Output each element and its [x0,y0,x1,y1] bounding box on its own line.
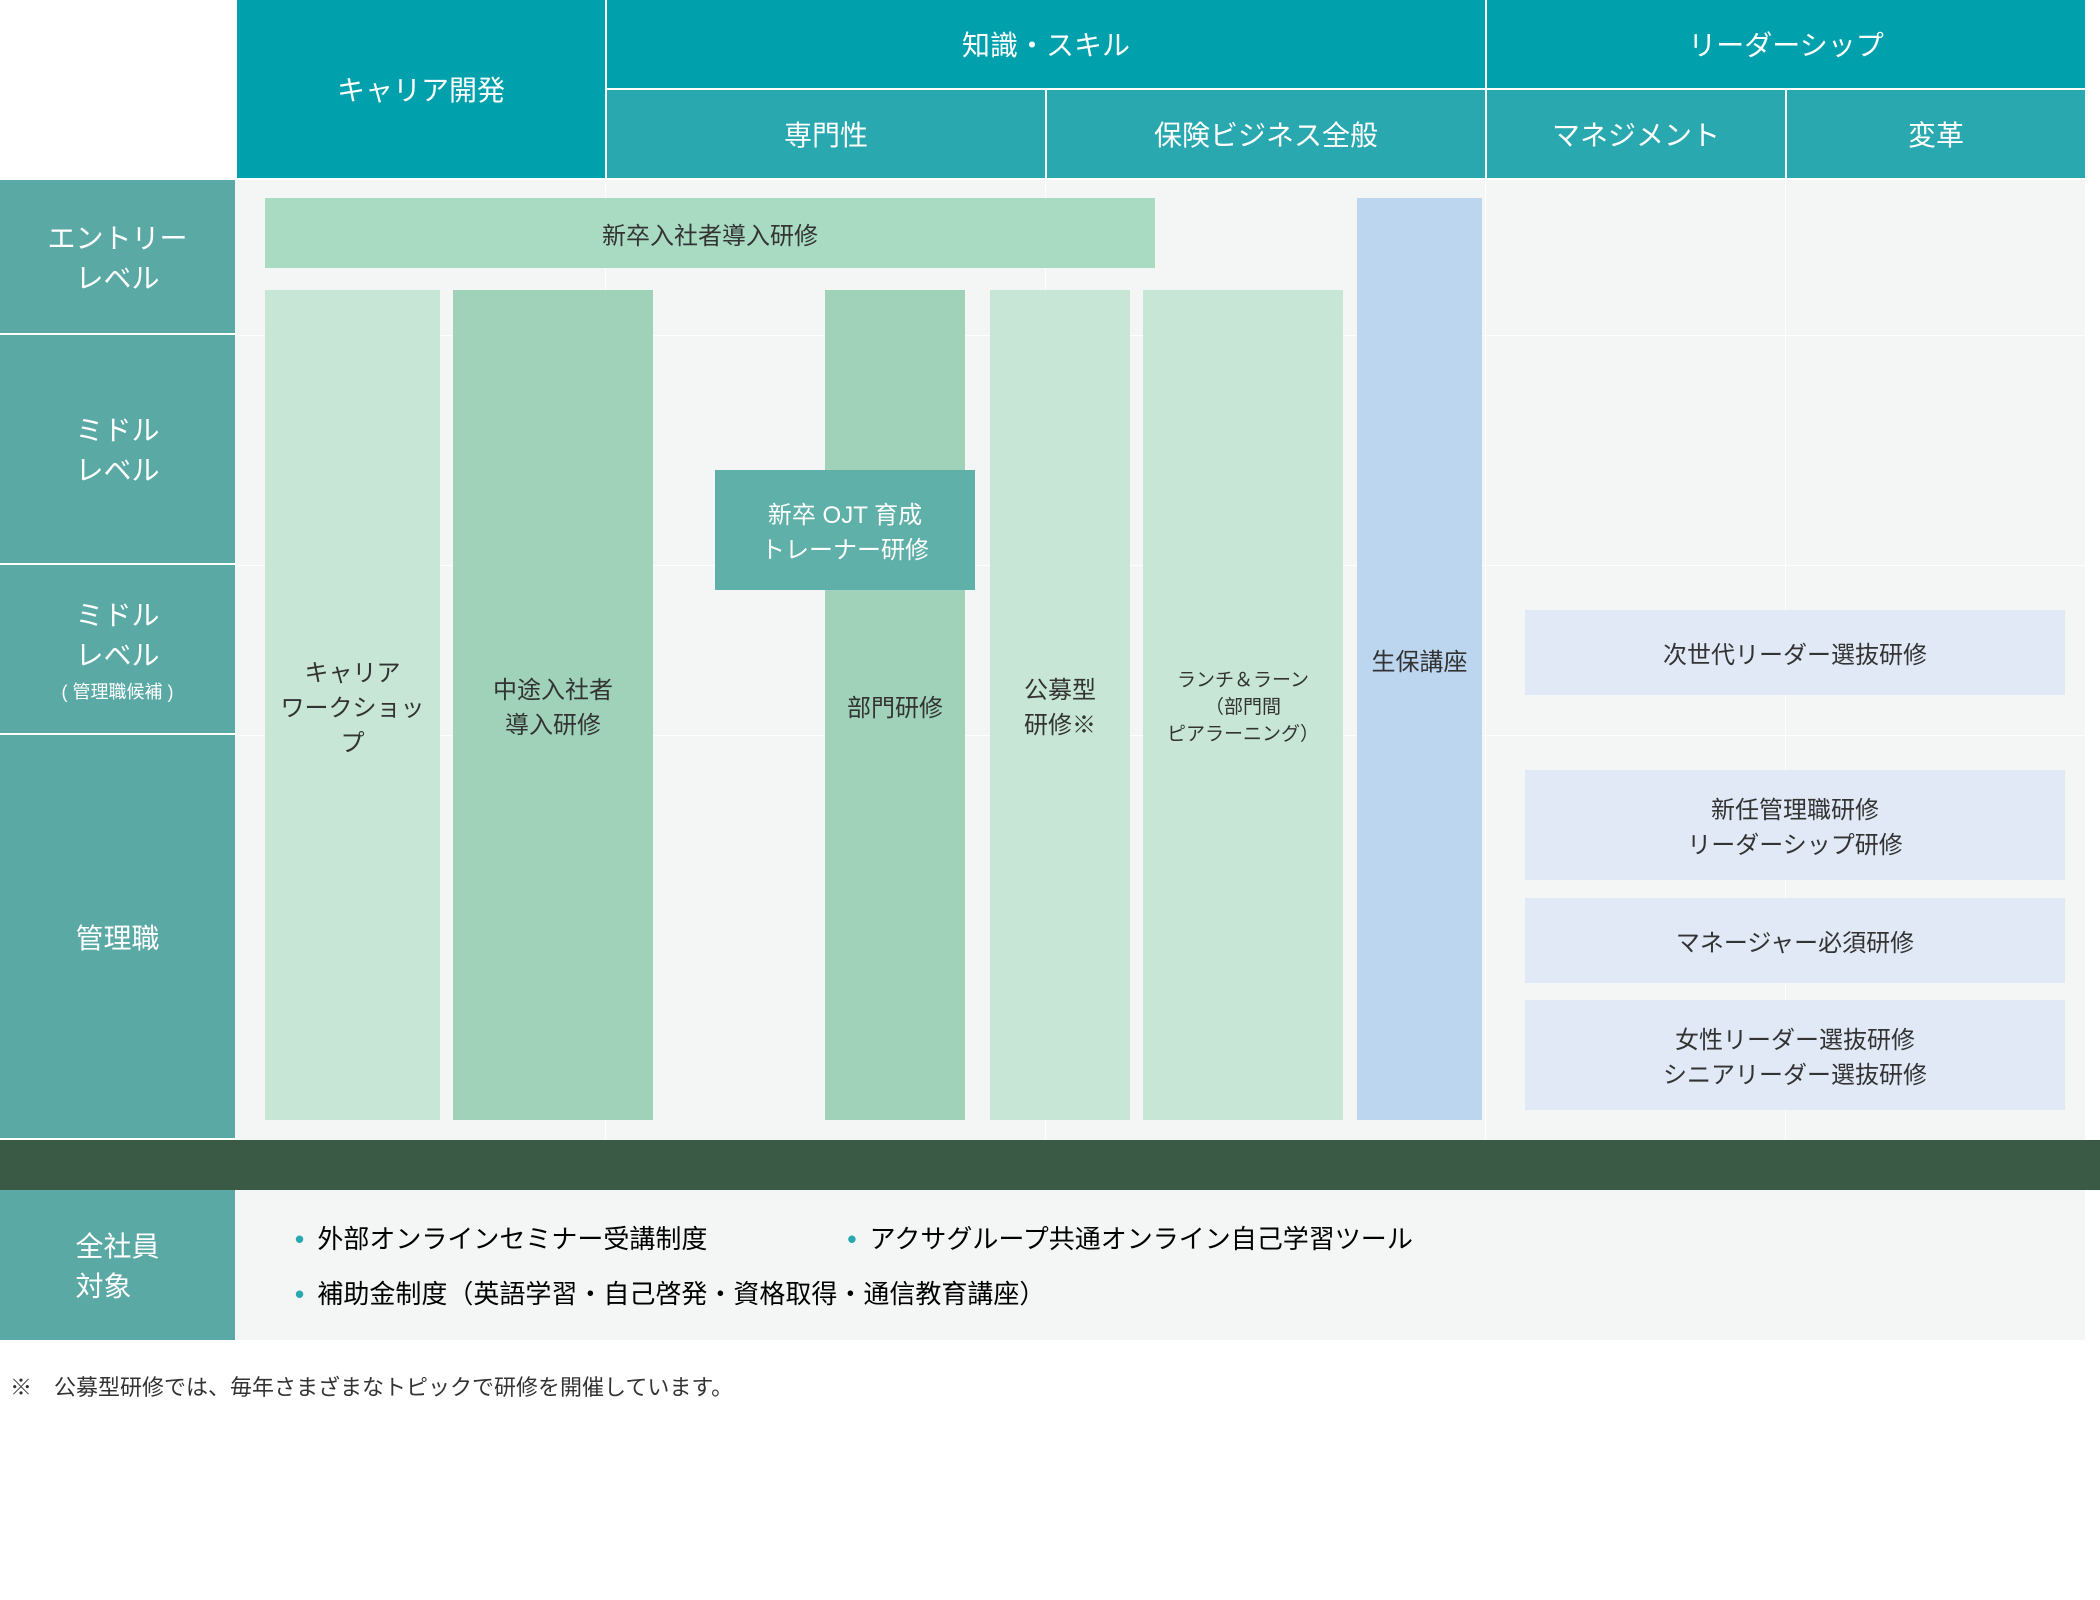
footer-bullet: アクサグループ共通オンライン自己学習ツール [847,1219,1412,1256]
row-labels: エントリー レベル ミドル レベル ミドル レベル ( 管理職候補 ) 管理職 [0,180,235,1140]
block-lunch_learn: ランチ＆ラーン （部門間 ピアラーニング） [1143,290,1343,1120]
row-label-entry: エントリー レベル [0,180,235,335]
header-career-merged: キャリア開発 [235,0,605,180]
footer-row: 全社員 対象 外部オンラインセミナー受講制度 アクサグループ共通オンライン自己学… [0,1190,2100,1340]
header-knowledge: 知識・スキル [605,0,1485,90]
content-area: 新卒入社者導入研修キャリア ワークショップ中途入社者 導入研修 部門研修公募型 研… [235,180,2085,1140]
block-box_mgr3: 女性リーダー選抜研修シニアリーダー選抜研修 [1525,1000,2065,1110]
footer-bullets-row-2: 補助金制度（英語学習・自己啓発・資格取得・通信教育講座） [295,1274,2025,1311]
footer-bullet: 補助金制度（英語学習・自己啓発・資格取得・通信教育講座） [295,1274,1045,1311]
block-new_grad_intro: 新卒入社者導入研修 [265,198,1155,268]
header-corner-2 [0,90,235,180]
header-leadership: リーダーシップ [1485,0,2085,90]
header-management: マネジメント [1485,90,1785,180]
footer-bullet: 外部オンラインセミナー受講制度 [295,1219,707,1256]
block-mid_career_intro: 中途入社者 導入研修 [453,290,653,1120]
block-ojt_trainer: 新卒 OJT 育成 トレーナー研修 [715,470,975,590]
footer-bullets-row-1: 外部オンラインセミナー受講制度 アクサグループ共通オンライン自己学習ツール [295,1219,2025,1256]
block-mgr_required: マネージャー必須研修 [1525,898,2065,983]
block-life_ins_course: 生保講座 [1357,198,1482,1120]
footnote: ※ 公募型研修では、毎年さまざまなトピックで研修を開催しています。 [0,1340,2100,1412]
block-open_apply: 公募型 研修※ [990,290,1130,1120]
footer-content: 外部オンラインセミナー受講制度 アクサグループ共通オンライン自己学習ツール 補助… [235,1190,2085,1340]
row-label-middle-candidate: ミドル レベル ( 管理職候補 ) [0,565,235,735]
training-matrix-diagram: キャリア開発 知識・スキル リーダーシップ 専門性 保険ビジネス全般 マネジメン… [0,0,2100,1412]
header-insurance: 保険ビジネス全般 [1045,90,1485,180]
block-dept_training: 部門研修 [825,290,965,1120]
header-change: 変革 [1785,90,2085,180]
block-box_mgr1: 新任管理職研修リーダーシップ研修 [1525,770,2065,880]
header-corner [0,0,235,90]
body-grid: エントリー レベル ミドル レベル ミドル レベル ( 管理職候補 ) 管理職 … [0,180,2100,1140]
footer-label: 全社員 対象 [0,1190,235,1340]
row-label-manager: 管理職 [0,735,235,1140]
footer-separator [0,1140,2100,1190]
block-career_workshop: キャリア ワークショップ [265,290,440,1120]
block-next_leader: 次世代リーダー選抜研修 [1525,610,2065,695]
row-label-middle: ミドル レベル [0,335,235,565]
header-specialty: 専門性 [605,90,1045,180]
